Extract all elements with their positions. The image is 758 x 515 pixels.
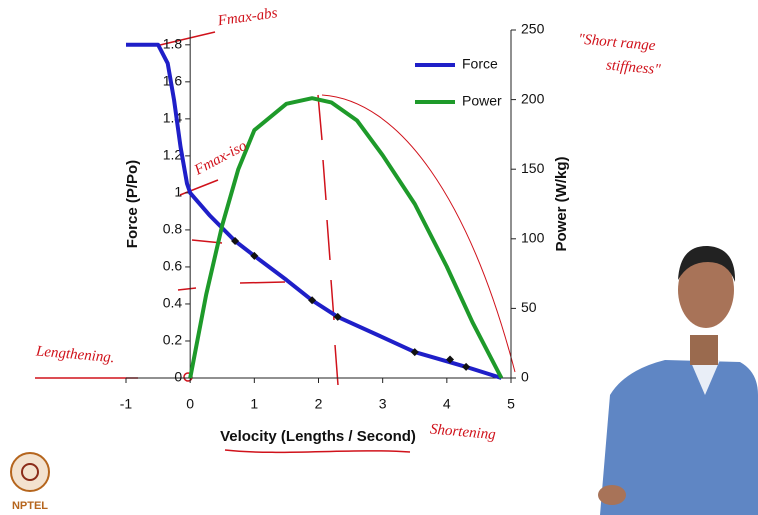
data-point [333, 312, 342, 321]
annotation: Lengthening. [34, 343, 115, 366]
logo: NPTEL [10, 452, 50, 512]
y-tick-label: 1.4 [163, 110, 183, 126]
y-tick-label: 1 [174, 184, 182, 200]
y-tick-label: 1.2 [163, 147, 183, 163]
data-point [462, 362, 471, 371]
y2-axis-title: Power (W/kg) [553, 156, 570, 251]
y2-tick-label: 250 [521, 21, 545, 37]
handwriting [35, 31, 516, 454]
x-tick-label: 3 [379, 396, 387, 412]
x-tick-label: -1 [120, 396, 133, 412]
data-point [250, 251, 259, 260]
legend-label: Force [462, 56, 498, 72]
data-point [410, 348, 419, 357]
x-tick-label: 0 [186, 396, 194, 412]
annotation: Fmax-abs [216, 5, 279, 29]
y-axis-title: Force (P/Po) [124, 160, 141, 248]
series-line [126, 42, 502, 380]
y-tick-label: 0.8 [163, 221, 183, 237]
y2-tick-label: 200 [521, 90, 545, 106]
y2-tick-label: 0 [521, 369, 529, 385]
data-point [446, 355, 455, 364]
annotation: "Short range [577, 31, 656, 54]
data-point [231, 237, 240, 246]
y-tick-label: 0.6 [163, 258, 183, 274]
y2-tick-label: 150 [521, 160, 545, 176]
y-tick-label: 0.2 [163, 332, 183, 348]
data-point [308, 296, 317, 305]
y-tick-label: 0.4 [163, 295, 183, 311]
y-tick-label: 0 [174, 369, 182, 385]
x-tick-label: 5 [507, 396, 515, 412]
annotation: stiffness" [605, 57, 662, 78]
y-tick-label: 1.8 [163, 36, 183, 52]
x-tick-label: 2 [315, 396, 323, 412]
x-tick-label: 4 [443, 396, 451, 412]
logo-text: NPTEL [12, 500, 48, 512]
series-line [188, 96, 504, 379]
annotation: Shortening [429, 421, 496, 443]
y2-tick-label: 100 [521, 230, 545, 246]
x-tick-label: 1 [250, 396, 258, 412]
presenter [598, 245, 758, 515]
legend-label: Power [462, 93, 502, 109]
x-axis-title: Velocity (Lengths / Second) [220, 428, 416, 445]
y2-tick-label: 50 [521, 299, 537, 315]
